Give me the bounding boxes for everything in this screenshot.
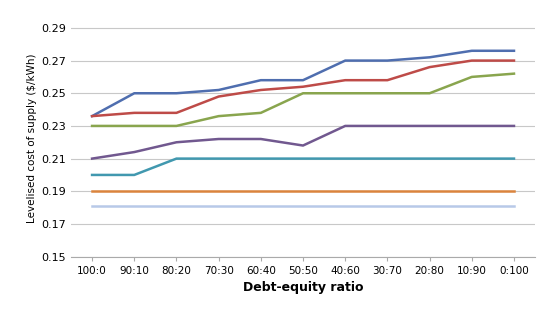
GS 50% [258, 137, 264, 141]
GS 0% [342, 59, 348, 63]
GS 20% [342, 91, 348, 95]
GS 0% [131, 91, 138, 95]
GS10% [426, 65, 433, 69]
GS 50% [173, 140, 180, 144]
GS 90% [384, 189, 391, 193]
GS 20% [426, 91, 433, 95]
GS 90% [426, 189, 433, 193]
GS10% [258, 88, 264, 92]
GS 50% [300, 143, 306, 147]
GS 70% [342, 157, 348, 161]
GS 90% [89, 189, 96, 193]
GS 20% [173, 124, 180, 128]
X-axis label: Debt-equity ratio: Debt-equity ratio [243, 281, 363, 294]
GS10% [215, 94, 222, 98]
GS 70% [89, 173, 96, 177]
GS 90% [511, 189, 517, 193]
GS 50% [468, 124, 475, 128]
GS 0% [300, 78, 306, 82]
GS 90% [215, 189, 222, 193]
GS 20% [131, 124, 138, 128]
GS 70% [258, 157, 264, 161]
GS 70% [511, 157, 517, 161]
GS 100% [468, 204, 475, 208]
GS 70% [426, 157, 433, 161]
GS 0% [468, 49, 475, 53]
GS 0% [384, 59, 391, 63]
GS 50% [384, 124, 391, 128]
Line: GS 70%: GS 70% [92, 159, 514, 175]
GS 0% [511, 49, 517, 53]
GS 70% [131, 173, 138, 177]
GS 100% [89, 204, 96, 208]
GS 100% [215, 204, 222, 208]
GS 50% [426, 124, 433, 128]
GS 100% [511, 204, 517, 208]
GS 70% [468, 157, 475, 161]
GS 90% [468, 189, 475, 193]
GS 100% [131, 204, 138, 208]
GS10% [342, 78, 348, 82]
GS 20% [89, 124, 96, 128]
GS10% [384, 78, 391, 82]
GS 20% [511, 72, 517, 76]
GS 90% [300, 189, 306, 193]
GS 20% [384, 91, 391, 95]
Line: GS 50%: GS 50% [92, 126, 514, 159]
GS10% [131, 111, 138, 115]
GS10% [300, 85, 306, 89]
GS 100% [300, 204, 306, 208]
GS 50% [131, 150, 138, 154]
GS 90% [342, 189, 348, 193]
GS 90% [173, 189, 180, 193]
GS10% [173, 111, 180, 115]
GS 90% [131, 189, 138, 193]
GS 50% [89, 157, 96, 161]
GS 20% [300, 91, 306, 95]
GS 50% [342, 124, 348, 128]
GS 100% [384, 204, 391, 208]
GS10% [468, 59, 475, 63]
GS 100% [426, 204, 433, 208]
GS 0% [258, 78, 264, 82]
GS 70% [215, 157, 222, 161]
GS 0% [173, 91, 180, 95]
GS 20% [468, 75, 475, 79]
GS10% [511, 59, 517, 63]
GS10% [89, 114, 96, 118]
GS 100% [342, 204, 348, 208]
Y-axis label: Levelised cost of supply ($/kWh): Levelised cost of supply ($/kWh) [27, 53, 37, 223]
GS 90% [258, 189, 264, 193]
GS 70% [300, 157, 306, 161]
GS 0% [426, 55, 433, 59]
GS 100% [258, 204, 264, 208]
Line: GS 0%: GS 0% [92, 51, 514, 116]
GS 70% [173, 157, 180, 161]
GS 0% [89, 114, 96, 118]
GS 20% [215, 114, 222, 118]
GS 20% [258, 111, 264, 115]
GS 100% [173, 204, 180, 208]
GS 50% [511, 124, 517, 128]
GS 0% [215, 88, 222, 92]
Line: GS 20%: GS 20% [92, 74, 514, 126]
GS 50% [215, 137, 222, 141]
Line: GS10%: GS10% [92, 61, 514, 116]
GS 70% [384, 157, 391, 161]
